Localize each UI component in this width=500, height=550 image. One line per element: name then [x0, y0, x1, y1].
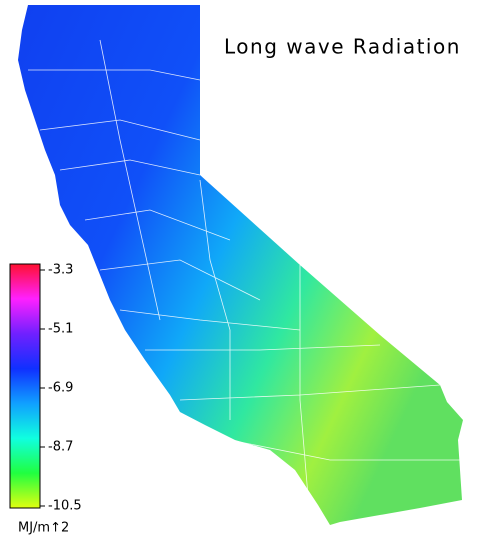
colorbar-tick-label: -8.7	[48, 440, 73, 455]
colorbar-tick-label: -5.1	[48, 322, 73, 337]
county-lines	[28, 39, 460, 521]
colorbar: MJ/m↑2 -3.3 -5.1 -6.9 -8.7 -10.5	[9, 263, 82, 536]
colorbar-tick-label: -10.5	[48, 499, 82, 514]
map-title: Long wave Radiation	[224, 35, 461, 59]
colorbar-tick-label: -3.3	[48, 263, 73, 278]
colorbar-tick-label: -6.9	[48, 381, 73, 396]
california-land	[18, 5, 463, 525]
colorbar-ramp	[9, 263, 41, 509]
colorbar-unit: MJ/m↑2	[18, 521, 69, 536]
